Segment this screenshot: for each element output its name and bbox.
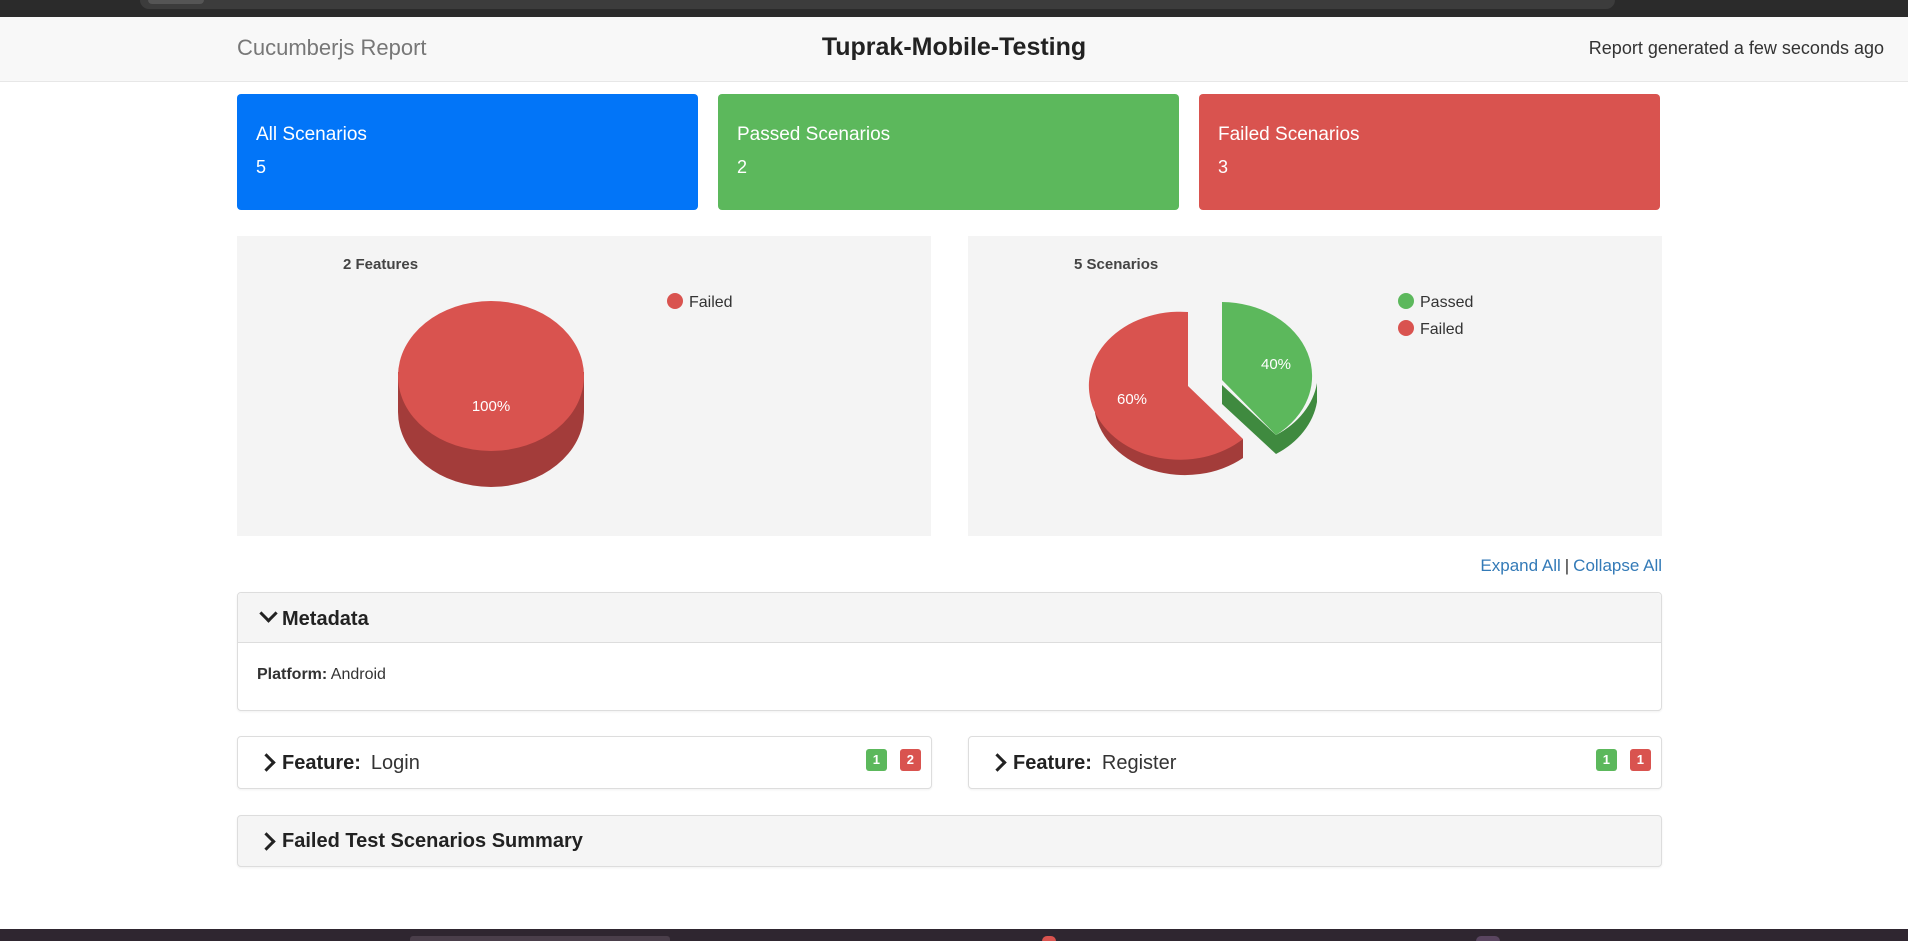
- chart-title: 2 Features: [343, 256, 419, 273]
- pie-slice-failed: [398, 301, 584, 451]
- passed-count-badge: 1: [865, 749, 887, 771]
- taskbar-app-icon[interactable]: [1476, 936, 1500, 941]
- platform-label: Platform:: [257, 666, 328, 683]
- scenarios-pie-chart: 40% 60% Passed Failed: [1088, 293, 1473, 476]
- feature-label: Feature:: [282, 752, 361, 774]
- browser-top-bar: [0, 0, 1908, 17]
- platform-row: Platform: Android: [257, 666, 386, 684]
- card-title: All Scenarios: [256, 124, 367, 145]
- failed-summary-panel[interactable]: Failed Test Scenarios Summary: [237, 815, 1662, 867]
- browser-address-area: [140, 0, 1615, 9]
- card-value: 2: [737, 157, 748, 177]
- taskbar-app-icon[interactable]: [1042, 936, 1056, 941]
- generated-text: Report generated a few seconds ago: [1588, 38, 1884, 58]
- feature-panel-register[interactable]: Feature: Register 1 1: [968, 736, 1662, 789]
- report-header: Cucumberjs Report Tuprak-Mobile-Testing …: [0, 17, 1908, 82]
- feature-name: Register: [1101, 752, 1177, 774]
- taskbar-item[interactable]: [410, 936, 670, 941]
- collapse-all-link[interactable]: Collapse All: [1573, 556, 1662, 575]
- metadata-panel: Metadata Platform: Android: [237, 592, 1662, 711]
- passed-count-badge: 1: [1595, 749, 1617, 771]
- feature-label: Feature:: [1013, 752, 1092, 774]
- feature-name: Login: [370, 752, 420, 774]
- chevron-down-icon: [259, 604, 278, 623]
- card-title: Failed Scenarios: [1218, 124, 1360, 145]
- card-all-scenarios: All Scenarios 5: [237, 94, 698, 210]
- features-chart-panel: 2 Features 100% Failed: [237, 236, 931, 536]
- expand-all-link[interactable]: Expand All: [1480, 556, 1561, 575]
- pie-label-failed: 60%: [1117, 391, 1147, 408]
- legend-marker-failed: [667, 293, 683, 309]
- pie-slice-passed-side-curve: [1276, 383, 1317, 454]
- card-value: 5: [256, 157, 267, 177]
- platform-value: Android: [330, 666, 386, 683]
- expand-collapse-controls: Expand All | Collapse All: [1480, 556, 1662, 576]
- card-title: Passed Scenarios: [737, 124, 891, 145]
- pie-label-passed: 40%: [1261, 356, 1291, 373]
- scenarios-chart-panel: 5 Scenarios 40% 60% Passed Failed: [968, 236, 1662, 536]
- chevron-right-icon: [257, 832, 276, 851]
- chevron-right-icon: [257, 753, 276, 772]
- legend-label-failed[interactable]: Failed: [1420, 321, 1464, 338]
- legend-marker-failed: [1398, 320, 1414, 336]
- brand-link[interactable]: Cucumberjs Report: [237, 35, 427, 60]
- legend-marker-passed: [1398, 293, 1414, 309]
- metadata-heading: Metadata: [282, 608, 369, 630]
- taskbar: [0, 929, 1908, 941]
- failed-count-badge: 2: [899, 749, 921, 771]
- metadata-header[interactable]: Metadata: [238, 593, 1661, 643]
- pie-slice-passed-side: [1222, 385, 1276, 454]
- feature-title: Feature: Register: [1013, 752, 1176, 775]
- feature-panel-login[interactable]: Feature: Login 1 2: [237, 736, 932, 789]
- card-passed-scenarios: Passed Scenarios 2: [718, 94, 1179, 210]
- features-pie-chart: 100% Failed: [398, 293, 733, 487]
- card-value: 3: [1218, 157, 1229, 177]
- legend-label-passed[interactable]: Passed: [1420, 294, 1473, 311]
- pie-slice-failed: [1088, 311, 1243, 460]
- feature-title: Feature: Login: [282, 752, 420, 775]
- link-separator: |: [1564, 556, 1570, 575]
- pie-label-failed: 100%: [472, 398, 510, 415]
- chevron-right-icon: [988, 753, 1007, 772]
- card-failed-scenarios: Failed Scenarios 3: [1199, 94, 1660, 210]
- browser-tab[interactable]: [148, 0, 204, 4]
- chart-title: 5 Scenarios: [1074, 256, 1159, 273]
- pie-slice-passed: [1222, 302, 1313, 435]
- failed-summary-heading: Failed Test Scenarios Summary: [282, 830, 583, 852]
- failed-count-badge: 1: [1629, 749, 1651, 771]
- page-title: Tuprak-Mobile-Testing: [821, 33, 1087, 61]
- legend-label-failed[interactable]: Failed: [689, 294, 733, 311]
